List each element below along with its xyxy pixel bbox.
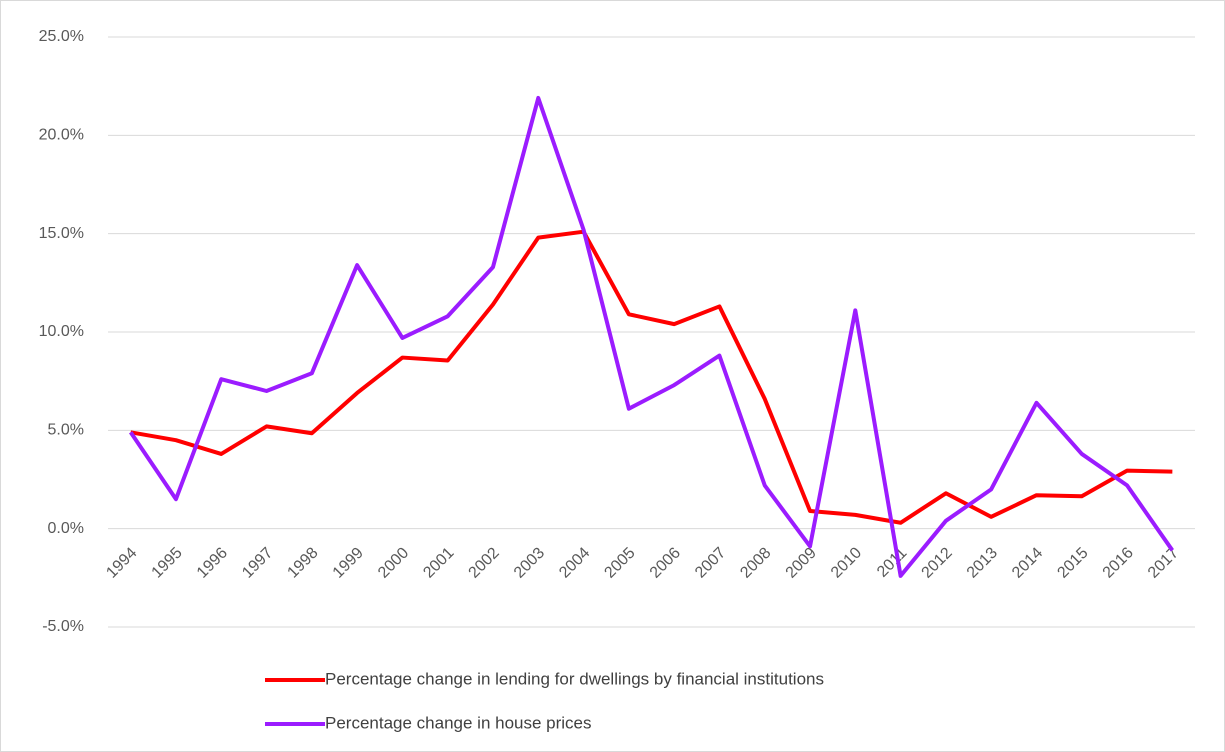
legend-label: Percentage change in lending for dwellin… [325, 669, 824, 688]
y-tick-label: 10.0% [39, 323, 84, 340]
y-tick-label: 25.0% [39, 28, 84, 45]
legend-label: Percentage change in house prices [325, 713, 592, 732]
y-tick-label: 20.0% [39, 127, 84, 144]
y-tick-label: 5.0% [48, 422, 84, 439]
y-tick-label: 15.0% [39, 225, 84, 242]
y-tick-label: -5.0% [42, 618, 84, 635]
series-line [128, 95, 1174, 578]
y-tick-label: 0.0% [48, 520, 84, 537]
series-line [130, 229, 1173, 525]
